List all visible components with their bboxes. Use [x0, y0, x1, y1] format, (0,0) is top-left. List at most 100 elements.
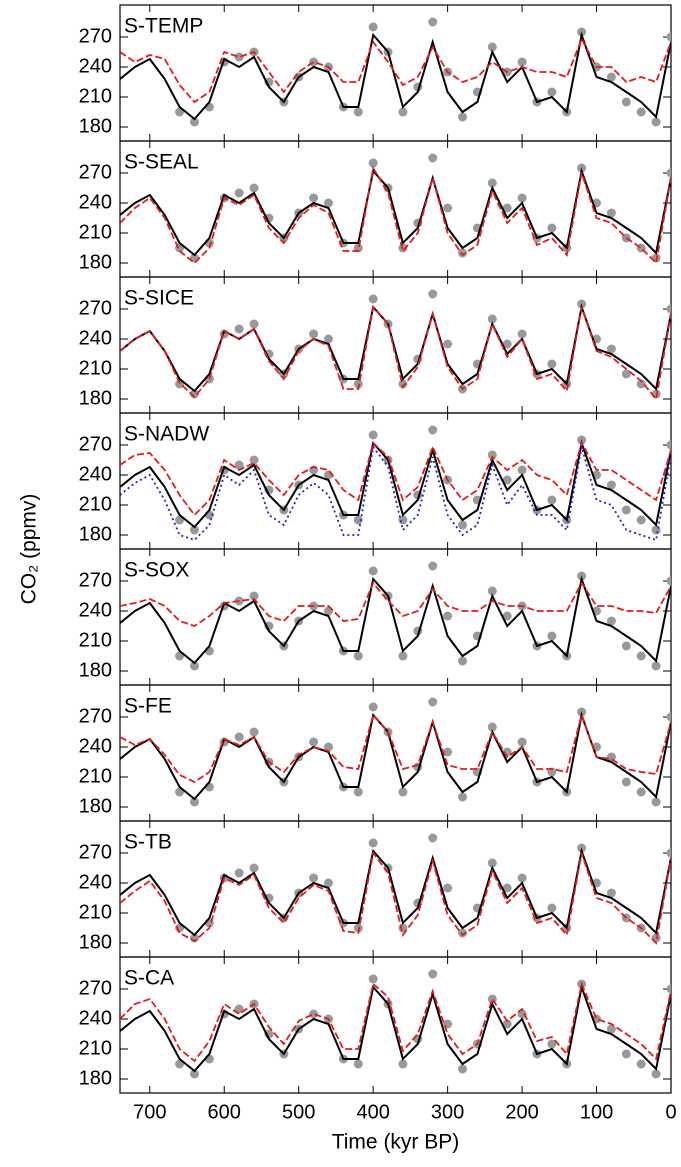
series-line [120, 981, 671, 1063]
data-point [368, 974, 378, 984]
panel-label: S-FE [124, 695, 172, 718]
data-point [353, 923, 363, 933]
data-point [398, 1059, 408, 1069]
plot-clip-group [120, 561, 671, 671]
data-point [666, 984, 671, 994]
x-tick-label: 500 [282, 1101, 315, 1123]
data-point [577, 299, 587, 309]
data-point [547, 359, 557, 369]
data-point [234, 188, 244, 198]
panel-label: S-TB [124, 831, 172, 854]
plot-clip-group [120, 289, 671, 402]
data-point [458, 1064, 468, 1074]
panel-label: S-NADW [124, 423, 209, 446]
x-tick-label: 600 [208, 1101, 241, 1123]
panel-label: S-SICE [124, 287, 194, 310]
y-tick-label: 270 [79, 433, 112, 455]
data-point [666, 712, 671, 722]
data-point [189, 661, 199, 671]
data-point [547, 631, 557, 641]
plot-clip-group [120, 833, 671, 945]
data-point [577, 843, 587, 853]
data-point [636, 651, 646, 661]
panel-frame [119, 276, 672, 414]
data-point [428, 17, 438, 27]
data-point [666, 32, 671, 42]
plot-clip-group [120, 17, 671, 127]
y-tick-label: 240 [79, 55, 112, 77]
data-point [189, 117, 199, 127]
plot-clip-group [120, 425, 671, 542]
y-tick-label: 240 [79, 871, 112, 893]
data-point [443, 339, 453, 349]
y-tick-label: 180 [79, 659, 112, 681]
data-point [234, 460, 244, 470]
data-point [368, 294, 378, 304]
data-point [309, 193, 319, 203]
data-point [517, 873, 527, 883]
panel-label: S-TEMP [124, 15, 203, 38]
data-point [309, 873, 319, 883]
data-point [189, 1069, 199, 1079]
data-point [651, 661, 661, 671]
data-point [487, 722, 497, 732]
data-point [636, 515, 646, 525]
panel-label: S-CA [124, 967, 174, 990]
data-point [502, 611, 512, 621]
data-point [502, 475, 512, 485]
data-point [443, 611, 453, 621]
data-point [353, 379, 363, 389]
y-tick-label: 270 [79, 297, 112, 319]
y-tick-label: 270 [79, 161, 112, 183]
data-point [458, 656, 468, 666]
data-point [428, 969, 438, 979]
x-axis-title: Time (kyr BP) [332, 1131, 460, 1154]
data-point [547, 495, 557, 505]
panel-label: S-SEAL [124, 151, 199, 174]
data-point [517, 193, 527, 203]
data-point [577, 163, 587, 173]
data-point [249, 591, 259, 601]
data-point [189, 525, 199, 535]
data-point [234, 732, 244, 742]
series-line [120, 167, 671, 257]
data-point [309, 329, 319, 339]
data-point [323, 742, 333, 752]
data-point [502, 1019, 512, 1029]
data-point [517, 465, 527, 475]
series-line [120, 303, 671, 393]
data-point [249, 455, 259, 465]
y-tick-label: 180 [79, 523, 112, 545]
data-point [502, 883, 512, 893]
data-point [249, 183, 259, 193]
data-point [428, 289, 438, 299]
y-tick-label: 240 [79, 1007, 112, 1029]
data-point [368, 430, 378, 440]
data-point [443, 883, 453, 893]
data-point [309, 1009, 319, 1019]
data-point [517, 737, 527, 747]
x-tick-label: 700 [133, 1101, 166, 1123]
y-tick-label: 210 [79, 221, 112, 243]
y-tick-label: 270 [79, 25, 112, 47]
data-point [666, 168, 671, 178]
data-point [621, 505, 631, 515]
data-point [606, 480, 616, 490]
data-point [666, 848, 671, 858]
data-point [577, 435, 587, 445]
panel-frame [119, 548, 672, 686]
data-point [189, 389, 199, 399]
data-point [323, 198, 333, 208]
data-point [621, 777, 631, 787]
data-point [428, 425, 438, 435]
data-point [606, 752, 616, 762]
y-tick-label: 240 [79, 327, 112, 349]
data-point [353, 787, 363, 797]
series-line [120, 305, 671, 402]
data-point [323, 878, 333, 888]
data-point [547, 223, 557, 233]
data-point [487, 450, 497, 460]
data-point [621, 369, 631, 379]
series-line [120, 983, 671, 1073]
